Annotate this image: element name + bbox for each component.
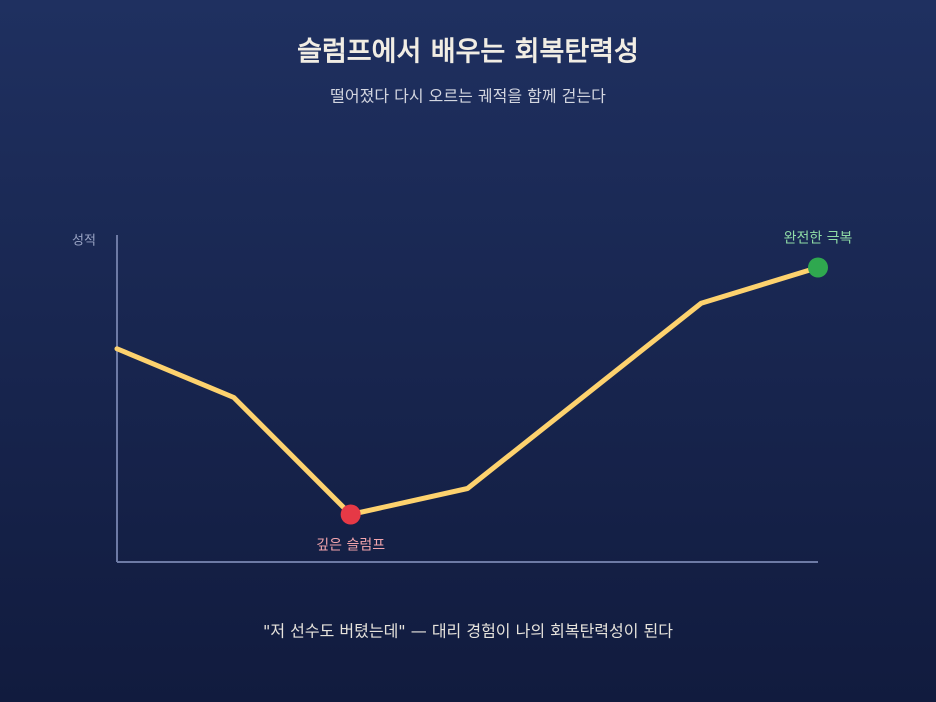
line [114,265,821,517]
highlight-point [808,257,828,278]
highlight-point [340,504,361,525]
chart-subtitle: 떨어졌다 다시 오르는 궤적을 함께 걷는다 [330,87,606,106]
y-axis-label: 성적 [72,234,96,249]
caption: "저 선수도 버텼는데" — 대리 경험이 나의 회복탄력성이 된다 [263,622,673,641]
chart-title: 슬럼프에서 배우는 회복탄력성 [297,37,639,68]
annotation: 완전한 극복 [784,231,853,247]
annotation: 깊은 슬럼프 [316,538,385,554]
